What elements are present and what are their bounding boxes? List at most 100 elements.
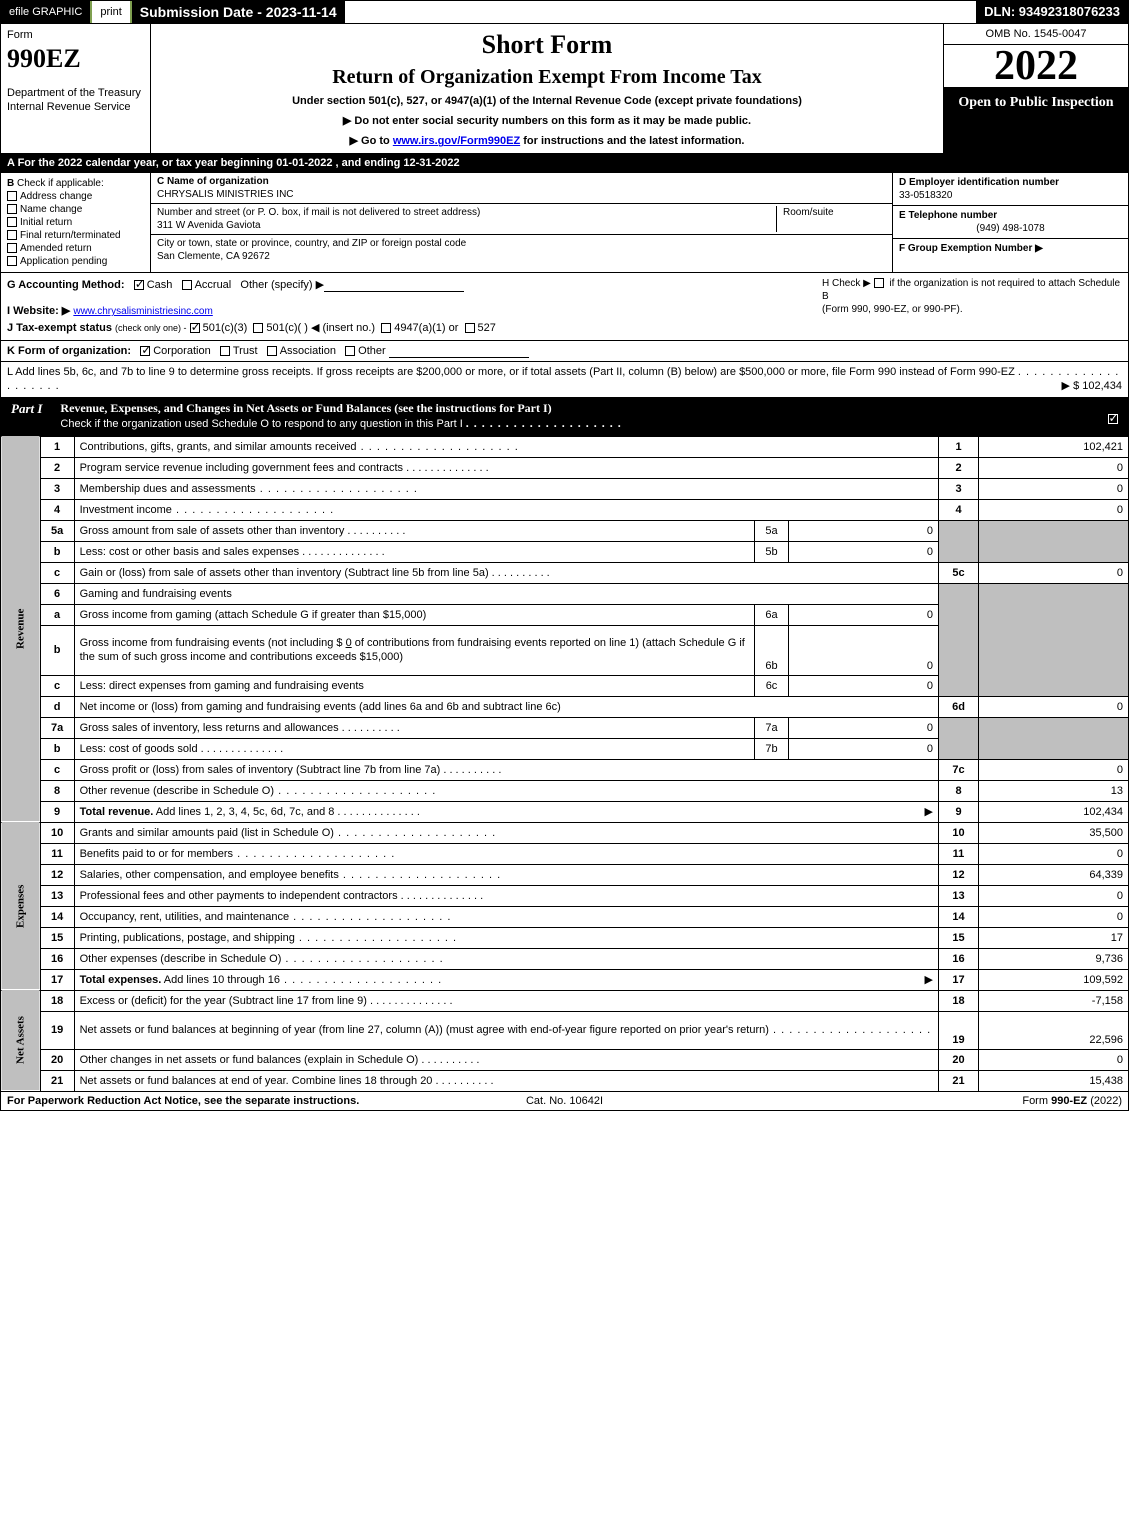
- line-6c-desc: Less: direct expenses from gaming and fu…: [74, 675, 754, 696]
- line-14-rno: 14: [939, 906, 979, 927]
- checkbox-association[interactable]: [267, 346, 277, 356]
- omb-number: OMB No. 1545-0047: [944, 24, 1128, 45]
- line-5c-rno: 5c: [939, 562, 979, 583]
- line-6-shade2: [979, 583, 1129, 696]
- checkbox-part1-scho[interactable]: [1108, 414, 1118, 424]
- line-6d-no: d: [40, 696, 74, 717]
- line-17-val: 109,592: [979, 969, 1129, 990]
- line-16-no: 16: [40, 948, 74, 969]
- goto-link[interactable]: www.irs.gov/Form990EZ: [393, 135, 520, 147]
- line-6d-desc: Net income or (loss) from gaming and fun…: [74, 696, 938, 717]
- b-item-5: Application pending: [20, 256, 107, 267]
- line-6a-sub: 0: [789, 604, 939, 625]
- checkbox-name-change[interactable]: [7, 204, 17, 214]
- website-link[interactable]: www.chrysalisministriesinc.com: [73, 306, 212, 317]
- checkbox-address-change[interactable]: [7, 191, 17, 201]
- dept-treasury: Department of the Treasury: [7, 86, 144, 100]
- line-7c-rno: 7c: [939, 759, 979, 780]
- footer-right: Form 990-EZ (2022): [750, 1094, 1122, 1108]
- line-11-rno: 11: [939, 843, 979, 864]
- b-item-2: Initial return: [20, 217, 72, 228]
- line-6b-no: b: [40, 625, 74, 675]
- checkbox-trust[interactable]: [220, 346, 230, 356]
- line-6a-desc: Gross income from gaming (attach Schedul…: [74, 604, 754, 625]
- line-5b-sub: 0: [789, 541, 939, 562]
- tax-year: 2022: [944, 45, 1128, 88]
- line-6b-sub: 0: [789, 625, 939, 675]
- line-6c-sub: 0: [789, 675, 939, 696]
- j-o1: 501(c)(3): [203, 322, 248, 334]
- addr-row: Number and street (or P. O. box, if mail…: [151, 204, 892, 235]
- checkbox-application-pending[interactable]: [7, 256, 17, 266]
- side-expenses: Expenses: [1, 822, 41, 990]
- goto-post: for instructions and the latest informat…: [520, 135, 744, 147]
- part1-title: Revenue, Expenses, and Changes in Net As…: [60, 401, 551, 415]
- top-bar: efile GRAPHIC print Submission Date - 20…: [0, 0, 1129, 24]
- e-row: E Telephone number (949) 498-1078: [893, 206, 1128, 239]
- d-label: D Employer identification number: [899, 176, 1122, 189]
- checkbox-other-org[interactable]: [345, 346, 355, 356]
- line-1-val: 102,421: [979, 436, 1129, 457]
- line-7b-sno: 7b: [755, 738, 789, 759]
- checkbox-h[interactable]: [874, 278, 884, 288]
- line-8-no: 8: [40, 780, 74, 801]
- checkbox-501c3[interactable]: [190, 323, 200, 333]
- checkbox-amended-return[interactable]: [7, 243, 17, 253]
- d-row: D Employer identification number 33-0518…: [893, 173, 1128, 206]
- e-label: E Telephone number: [899, 209, 1122, 222]
- checkbox-corporation[interactable]: [140, 346, 150, 356]
- line-4-rno: 4: [939, 499, 979, 520]
- checkbox-initial-return[interactable]: [7, 217, 17, 227]
- line-18-desc: Excess or (deficit) for the year (Subtra…: [74, 990, 938, 1011]
- line-5c-no: c: [40, 562, 74, 583]
- checkbox-accrual[interactable]: [182, 280, 192, 290]
- line-9-val: 102,434: [979, 801, 1129, 822]
- g-other-fill: [324, 280, 464, 292]
- line-5a-sno: 5a: [755, 520, 789, 541]
- footer-left: For Paperwork Reduction Act Notice, see …: [7, 1094, 379, 1108]
- b-label: B: [7, 178, 14, 189]
- j-note: (check only one) -: [115, 323, 187, 333]
- org-name-label: C Name of organization: [157, 175, 886, 188]
- lines-table: Revenue 1 Contributions, gifts, grants, …: [0, 436, 1129, 1092]
- j-o4: 527: [478, 322, 496, 334]
- line-20-no: 20: [40, 1049, 74, 1070]
- line-7b-sub: 0: [789, 738, 939, 759]
- line-18-val: -7,158: [979, 990, 1129, 1011]
- line-10-rno: 10: [939, 822, 979, 843]
- row-l: L Add lines 5b, 6c, and 7b to line 9 to …: [0, 362, 1129, 398]
- part1-subtitle-dots: [466, 416, 622, 430]
- line-11-no: 11: [40, 843, 74, 864]
- b-item-0: Address change: [20, 191, 92, 202]
- form-word: Form: [7, 28, 144, 42]
- checkbox-527[interactable]: [465, 323, 475, 333]
- under-section-note: Under section 501(c), 527, or 4947(a)(1)…: [161, 94, 933, 108]
- line-20-val: 0: [979, 1049, 1129, 1070]
- part1-subtitle: Check if the organization used Schedule …: [60, 418, 462, 430]
- side-netassets: Net Assets: [1, 990, 41, 1091]
- checkbox-final-return[interactable]: [7, 230, 17, 240]
- line-15-val: 17: [979, 927, 1129, 948]
- line-20-rno: 20: [939, 1049, 979, 1070]
- line-5a-no: 5a: [40, 520, 74, 541]
- part1-header: Part I Revenue, Expenses, and Changes in…: [0, 398, 1129, 436]
- checkbox-501c[interactable]: [253, 323, 263, 333]
- city-row: City or town, state or province, country…: [151, 235, 892, 272]
- j-line: J Tax-exempt status (check only one) - 5…: [7, 321, 1122, 335]
- line-7a-desc: Gross sales of inventory, less returns a…: [74, 717, 754, 738]
- line-5c-desc: Gain or (loss) from sale of assets other…: [74, 562, 938, 583]
- line-5b-no: b: [40, 541, 74, 562]
- footer-mid: Cat. No. 10642I: [379, 1094, 751, 1108]
- line-4-desc: Investment income: [74, 499, 938, 520]
- line-7ab-shade1: [939, 717, 979, 759]
- line-12-val: 64,339: [979, 864, 1129, 885]
- checkbox-4947[interactable]: [381, 323, 391, 333]
- line-7b-no: b: [40, 738, 74, 759]
- main-title: Return of Organization Exempt From Incom…: [161, 64, 933, 90]
- print-link[interactable]: print: [92, 1, 131, 23]
- h-box: H Check ▶ if the organization is not req…: [822, 277, 1122, 316]
- checkbox-cash[interactable]: [134, 280, 144, 290]
- k-label: K Form of organization:: [7, 345, 131, 357]
- line-6c-sno: 6c: [755, 675, 789, 696]
- line-18-rno: 18: [939, 990, 979, 1011]
